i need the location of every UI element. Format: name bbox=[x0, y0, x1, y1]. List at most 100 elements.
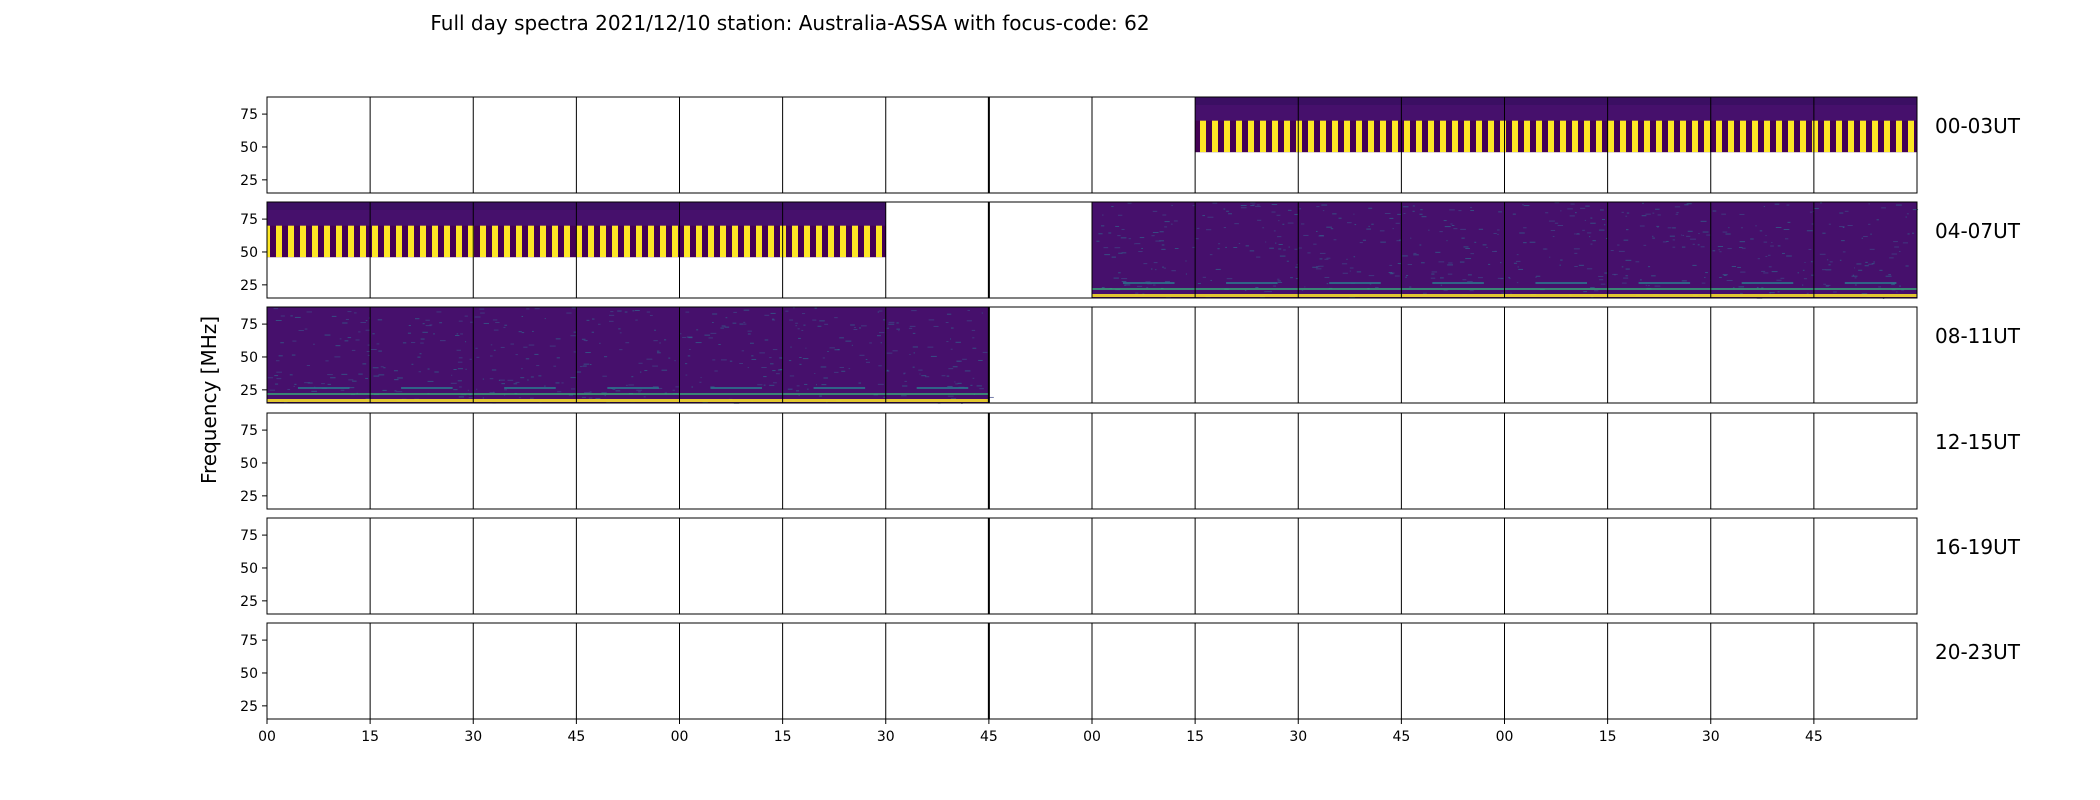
noise-speck bbox=[1763, 272, 1769, 274]
noise-speck bbox=[779, 369, 784, 371]
noise-speck bbox=[588, 397, 593, 399]
noise-speck bbox=[1326, 257, 1331, 259]
noise-speck bbox=[579, 366, 583, 368]
noise-speck bbox=[348, 387, 355, 389]
noise-speck bbox=[1173, 220, 1178, 222]
noise-speck bbox=[372, 333, 375, 335]
noise-speck bbox=[1828, 223, 1831, 225]
noise-speck bbox=[1294, 248, 1298, 250]
noise-speck bbox=[1651, 275, 1656, 277]
noise-speck bbox=[687, 355, 691, 357]
noise-speck bbox=[771, 318, 775, 320]
noise-speck bbox=[1802, 269, 1805, 271]
noise-speck bbox=[397, 377, 403, 379]
noise-speck bbox=[1780, 277, 1785, 279]
noise-speck bbox=[1223, 227, 1226, 229]
noise-speck bbox=[1319, 258, 1323, 260]
noise-speck bbox=[1828, 264, 1831, 266]
noise-speck bbox=[1598, 229, 1605, 231]
noise-speck bbox=[1488, 263, 1491, 265]
noise-speck bbox=[913, 352, 915, 354]
noise-speck bbox=[1542, 248, 1548, 250]
noise-speck bbox=[321, 383, 325, 385]
rfi-line bbox=[370, 393, 474, 395]
rfi-line bbox=[1813, 294, 1917, 297]
noise-speck bbox=[311, 390, 318, 392]
noise-speck bbox=[1808, 248, 1812, 250]
spectrum-stripe-band bbox=[370, 225, 474, 258]
noise-speck bbox=[1814, 207, 1819, 209]
noise-speck bbox=[772, 349, 778, 351]
noise-speck bbox=[352, 380, 357, 382]
noise-speck bbox=[1907, 233, 1910, 235]
noise-speck bbox=[313, 343, 315, 345]
noise-speck bbox=[425, 325, 432, 327]
noise-speck bbox=[1516, 260, 1521, 262]
noise-speck bbox=[544, 385, 546, 387]
noise-speck bbox=[902, 385, 908, 387]
noise-speck bbox=[278, 355, 283, 357]
noise-speck bbox=[785, 310, 789, 312]
noise-speck bbox=[1885, 275, 1892, 277]
noise-speck bbox=[1739, 213, 1745, 215]
noise-speck bbox=[772, 370, 776, 372]
noise-speck bbox=[1316, 206, 1320, 208]
noise-speck bbox=[1146, 287, 1149, 289]
noise-speck bbox=[1803, 278, 1808, 280]
noise-speck bbox=[1738, 286, 1745, 288]
noise-speck bbox=[1301, 289, 1304, 291]
x-tick-label: 15 bbox=[1186, 729, 1204, 745]
noise-speck bbox=[474, 316, 481, 318]
noise-speck bbox=[691, 386, 694, 388]
spectrum-stripe-band bbox=[1710, 120, 1814, 153]
noise-speck bbox=[1869, 248, 1875, 250]
noise-speck bbox=[1657, 214, 1661, 216]
noise-speck bbox=[1684, 204, 1689, 206]
spectrum-panel bbox=[576, 202, 680, 298]
x-tick-label: 00 bbox=[1496, 729, 1514, 745]
noise-speck bbox=[1578, 264, 1584, 266]
noise-speck bbox=[1155, 240, 1161, 242]
noise-speck bbox=[674, 360, 676, 362]
noise-speck bbox=[1123, 284, 1127, 286]
noise-speck bbox=[946, 313, 952, 315]
noise-speck bbox=[275, 320, 282, 322]
noise-speck bbox=[1652, 235, 1654, 237]
noise-speck bbox=[1809, 211, 1813, 213]
rfi-line bbox=[1195, 288, 1299, 290]
noise-speck bbox=[358, 373, 363, 375]
noise-speck bbox=[624, 311, 628, 313]
noise-speck bbox=[1342, 272, 1348, 274]
noise-speck bbox=[964, 370, 971, 372]
noise-speck bbox=[1738, 246, 1743, 248]
noise-speck bbox=[355, 339, 360, 341]
noise-speck bbox=[499, 379, 505, 381]
row-label: 12-15UT bbox=[1935, 430, 2021, 454]
noise-speck bbox=[635, 319, 638, 321]
x-tick-label: 30 bbox=[877, 729, 895, 745]
noise-speck bbox=[504, 324, 508, 326]
noise-speck bbox=[1706, 234, 1712, 236]
noise-speck bbox=[1255, 205, 1261, 207]
rfi-line bbox=[885, 399, 989, 402]
noise-speck bbox=[1477, 277, 1483, 279]
noise-speck bbox=[1240, 205, 1247, 207]
noise-speck bbox=[1642, 202, 1644, 204]
spectrum-stripe-band bbox=[1813, 120, 1917, 153]
noise-speck bbox=[1523, 242, 1527, 244]
noise-speck bbox=[1101, 214, 1104, 216]
noise-speck bbox=[632, 310, 635, 312]
noise-speck bbox=[1763, 205, 1765, 207]
noise-speck bbox=[1223, 208, 1226, 210]
noise-speck bbox=[733, 311, 737, 313]
noise-speck bbox=[817, 325, 822, 327]
noise-speck bbox=[458, 396, 465, 398]
noise-speck bbox=[1276, 214, 1281, 216]
noise-speck bbox=[457, 361, 463, 363]
noise-speck bbox=[1854, 277, 1857, 279]
spectrum-top-band bbox=[473, 202, 577, 210]
rfi-line bbox=[401, 387, 453, 389]
rfi-line bbox=[916, 387, 969, 389]
noise-speck bbox=[324, 334, 331, 336]
spectrum-empty-low bbox=[1710, 152, 1814, 193]
